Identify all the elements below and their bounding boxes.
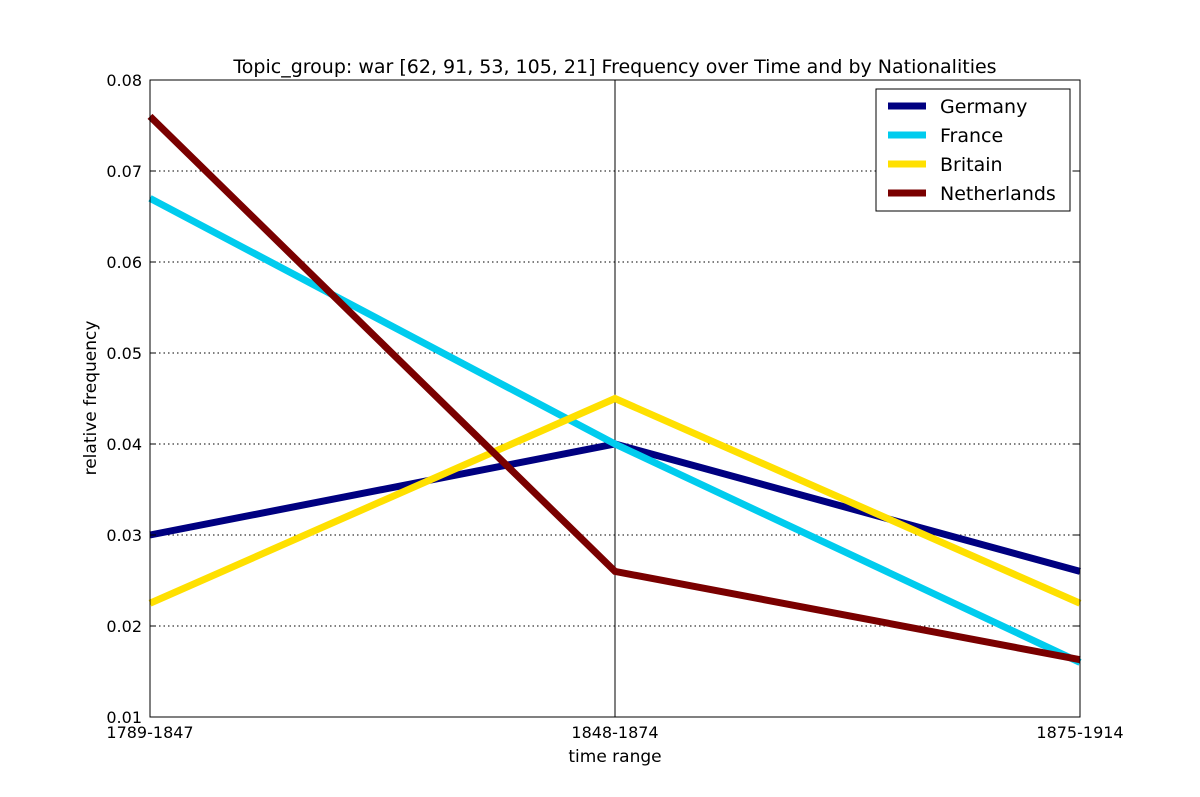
legend-label: France <box>940 125 1003 147</box>
x-tick-label: 1789-1847 <box>106 723 193 742</box>
y-tick-label: 0.04 <box>106 435 142 454</box>
y-tick-label: 0.07 <box>106 162 142 181</box>
x-axis-label: time range <box>568 747 661 767</box>
legend-label: Britain <box>940 154 1003 176</box>
y-tick-label: 0.03 <box>106 526 142 545</box>
legend: Germany France Britain Netherlands <box>875 88 1071 212</box>
x-tick-label: 1875-1914 <box>1036 723 1123 742</box>
y-tick-label: 0.02 <box>106 617 142 636</box>
y-tick-label: 0.08 <box>106 71 142 90</box>
plot-frame <box>149 79 1081 718</box>
y-tick-label: 0.05 <box>106 344 142 363</box>
x-tick-label: 1848-1874 <box>571 723 658 742</box>
series-line-france <box>148 195 1082 666</box>
y-axis-label: relative frequency <box>81 321 101 476</box>
legend-label: Germany <box>940 96 1027 118</box>
legend-label: Netherlands <box>940 183 1056 205</box>
series-line-netherlands <box>147 113 1081 664</box>
y-tick-label: 0.06 <box>106 253 142 272</box>
y-tick-label: 0.01 <box>106 708 142 727</box>
series-lines <box>147 113 1082 666</box>
y-axis-ticks: 0.01 0.02 0.03 0.04 0.05 0.06 0.07 0.08 <box>106 71 1080 727</box>
x-axis-ticks: 1789-1847 1848-1874 1875-1914 <box>106 723 1123 742</box>
chart-title: Topic_group: war [62, 91, 53, 105, 21] F… <box>232 56 996 78</box>
series-line-britain <box>148 394 1082 607</box>
